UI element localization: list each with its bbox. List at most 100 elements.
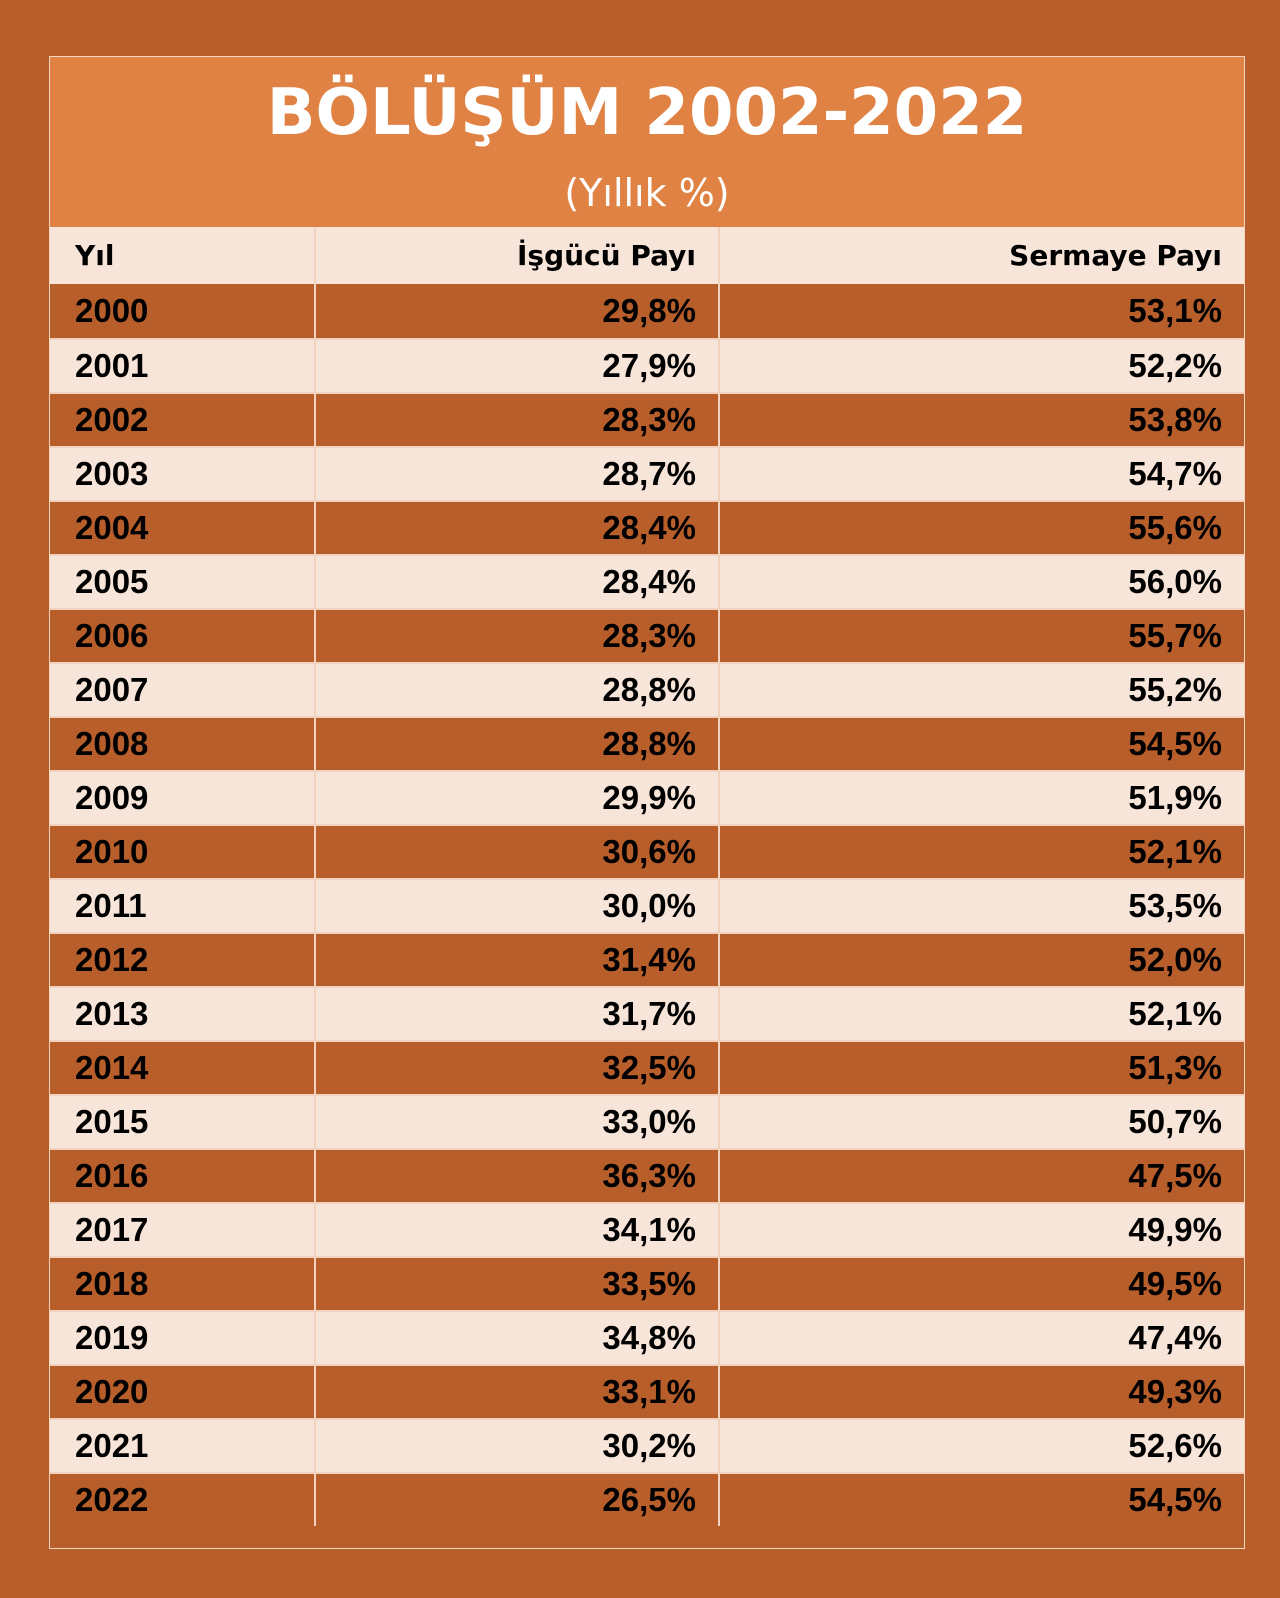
cell-year: 2005 bbox=[75, 563, 149, 600]
table-row: 2009 29,9% 51,9% bbox=[50, 770, 1244, 824]
cell-year: 2008 bbox=[75, 725, 149, 762]
cell-capital-share: 53,8% bbox=[718, 394, 1244, 446]
cell-capital-share: 47,5% bbox=[718, 1150, 1244, 1202]
table-row: 2010 30,6% 52,1% bbox=[50, 824, 1244, 878]
cell-labor-share: 36,3% bbox=[314, 1150, 718, 1202]
table-row: 2019 34,8% 47,4% bbox=[50, 1310, 1244, 1364]
cell-capital-share: 54,5% bbox=[718, 718, 1244, 770]
cell-labor-share: 28,8% bbox=[314, 718, 718, 770]
cell-year: 2012 bbox=[75, 941, 149, 978]
cell-year: 2021 bbox=[75, 1427, 149, 1464]
table-row: 2017 34,1% 49,9% bbox=[50, 1202, 1244, 1256]
cell-labor-share: 26,5% bbox=[314, 1474, 718, 1526]
cell-year: 2018 bbox=[75, 1265, 149, 1302]
cell-capital-share: 52,2% bbox=[718, 340, 1244, 392]
cell-year: 2014 bbox=[75, 1049, 149, 1086]
cell-labor-share: 33,0% bbox=[314, 1096, 718, 1148]
table-row: 2020 33,1% 49,3% bbox=[50, 1364, 1244, 1418]
cell-labor-share: 28,8% bbox=[314, 664, 718, 716]
cell-year: 2002 bbox=[75, 401, 149, 438]
cell-labor-share: 33,1% bbox=[314, 1366, 718, 1418]
table-subtitle: (Yıllık %) bbox=[564, 171, 730, 215]
column-header-year: Yıl bbox=[75, 239, 115, 272]
table-row: 2014 32,5% 51,3% bbox=[50, 1040, 1244, 1094]
cell-capital-share: 55,2% bbox=[718, 664, 1244, 716]
table-row: 2003 28,7% 54,7% bbox=[50, 446, 1244, 500]
cell-year: 2009 bbox=[75, 779, 149, 816]
cell-labor-share: 33,5% bbox=[314, 1258, 718, 1310]
cell-labor-share: 34,8% bbox=[314, 1312, 718, 1364]
table-row: 2013 31,7% 52,1% bbox=[50, 986, 1244, 1040]
cell-labor-share: 27,9% bbox=[314, 340, 718, 392]
cell-year: 2013 bbox=[75, 995, 149, 1032]
cell-capital-share: 52,0% bbox=[718, 934, 1244, 986]
table-row: 2021 30,2% 52,6% bbox=[50, 1418, 1244, 1472]
cell-labor-share: 34,1% bbox=[314, 1204, 718, 1256]
cell-year: 2016 bbox=[75, 1157, 149, 1194]
cell-capital-share: 47,4% bbox=[718, 1312, 1244, 1364]
cell-capital-share: 53,1% bbox=[718, 284, 1244, 338]
table-row: 2011 30,0% 53,5% bbox=[50, 878, 1244, 932]
cell-capital-share: 56,0% bbox=[718, 556, 1244, 608]
cell-year: 2022 bbox=[75, 1481, 149, 1518]
table-header-row: Yıl İşgücü Payı Sermaye Payı bbox=[50, 227, 1244, 284]
cell-labor-share: 30,0% bbox=[314, 880, 718, 932]
cell-labor-share: 28,4% bbox=[314, 502, 718, 554]
table-row: 2002 28,3% 53,8% bbox=[50, 392, 1244, 446]
cell-capital-share: 52,1% bbox=[718, 988, 1244, 1040]
cell-year: 2001 bbox=[75, 347, 149, 384]
table-header-banner: BÖLÜŞÜM 2002-2022 (Yıllık %) bbox=[50, 57, 1244, 227]
table-row: 2006 28,3% 55,7% bbox=[50, 608, 1244, 662]
table-row: 2005 28,4% 56,0% bbox=[50, 554, 1244, 608]
cell-labor-share: 30,2% bbox=[314, 1420, 718, 1472]
cell-capital-share: 54,5% bbox=[718, 1474, 1244, 1526]
table-row: 2015 33,0% 50,7% bbox=[50, 1094, 1244, 1148]
cell-year: 2007 bbox=[75, 671, 149, 708]
cell-labor-share: 32,5% bbox=[314, 1042, 718, 1094]
cell-labor-share: 30,6% bbox=[314, 826, 718, 878]
cell-year: 2004 bbox=[75, 509, 149, 546]
data-table: Yıl İşgücü Payı Sermaye Payı 2000 29,8% 53… bbox=[50, 227, 1244, 1526]
cell-capital-share: 51,3% bbox=[718, 1042, 1244, 1094]
cell-capital-share: 51,9% bbox=[718, 772, 1244, 824]
cell-year: 2017 bbox=[75, 1211, 149, 1248]
table-row: 2000 29,8% 53,1% bbox=[50, 284, 1244, 338]
cell-capital-share: 54,7% bbox=[718, 448, 1244, 500]
cell-year: 2006 bbox=[75, 617, 149, 654]
cell-capital-share: 52,6% bbox=[718, 1420, 1244, 1472]
table-body: 2000 29,8% 53,1% 2001 27,9% 52,2% 2002 28,3% 53,… bbox=[50, 284, 1244, 1526]
cell-labor-share: 28,7% bbox=[314, 448, 718, 500]
cell-capital-share: 52,1% bbox=[718, 826, 1244, 878]
cell-year: 2003 bbox=[75, 455, 149, 492]
table-title: BÖLÜŞÜM 2002-2022 bbox=[266, 76, 1028, 150]
cell-labor-share: 29,8% bbox=[314, 284, 718, 338]
cell-capital-share: 55,6% bbox=[718, 502, 1244, 554]
cell-year: 2020 bbox=[75, 1373, 149, 1410]
column-header-labor-share: İşgücü Payı bbox=[314, 227, 718, 284]
table-row: 2016 36,3% 47,5% bbox=[50, 1148, 1244, 1202]
table-row: 2007 28,8% 55,2% bbox=[50, 662, 1244, 716]
cell-labor-share: 31,7% bbox=[314, 988, 718, 1040]
cell-year: 2015 bbox=[75, 1103, 149, 1140]
cell-labor-share: 28,4% bbox=[314, 556, 718, 608]
cell-capital-share: 53,5% bbox=[718, 880, 1244, 932]
cell-labor-share: 28,3% bbox=[314, 394, 718, 446]
cell-capital-share: 49,3% bbox=[718, 1366, 1244, 1418]
table-card: BÖLÜŞÜM 2002-2022 (Yıllık %) Yıl İşgücü … bbox=[49, 56, 1245, 1549]
cell-year: 2011 bbox=[75, 887, 147, 924]
cell-year: 2010 bbox=[75, 833, 149, 870]
cell-capital-share: 55,7% bbox=[718, 610, 1244, 662]
table-row: 2022 26,5% 54,5% bbox=[50, 1472, 1244, 1526]
table-row: 2001 27,9% 52,2% bbox=[50, 338, 1244, 392]
column-header-capital-share: Sermaye Payı bbox=[718, 227, 1244, 284]
cell-year: 2019 bbox=[75, 1319, 149, 1356]
table-row: 2008 28,8% 54,5% bbox=[50, 716, 1244, 770]
cell-labor-share: 29,9% bbox=[314, 772, 718, 824]
table-row: 2018 33,5% 49,5% bbox=[50, 1256, 1244, 1310]
cell-capital-share: 49,5% bbox=[718, 1258, 1244, 1310]
cell-year: 2000 bbox=[75, 292, 149, 329]
cell-labor-share: 31,4% bbox=[314, 934, 718, 986]
cell-capital-share: 50,7% bbox=[718, 1096, 1244, 1148]
cell-capital-share: 49,9% bbox=[718, 1204, 1244, 1256]
cell-labor-share: 28,3% bbox=[314, 610, 718, 662]
